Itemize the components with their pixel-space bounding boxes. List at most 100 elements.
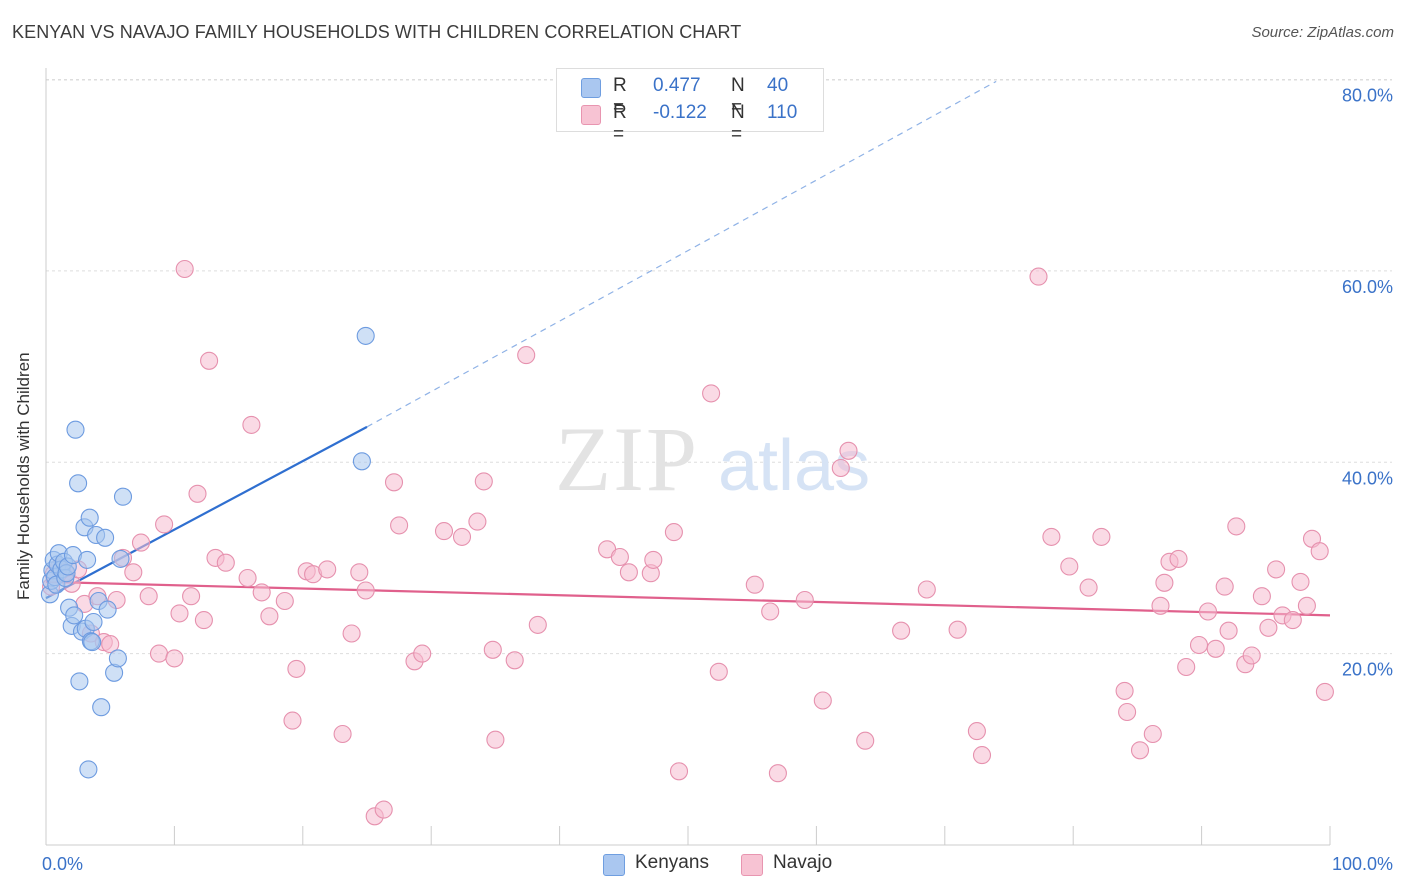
navajo-point-95 [1215,577,1234,596]
navajo-point-10 [101,635,120,654]
chart-title: KENYAN VS NAVAJO FAMILY HOUSEHOLDS WITH … [12,22,742,42]
navajo-point-106 [1297,596,1316,615]
y-axis-label-wrap: Family Households with Children [14,300,38,600]
navajo-point-54 [517,346,536,365]
navajo-point-19 [170,604,189,623]
navajo-point-58 [619,563,638,582]
navajo-point-61 [664,523,683,542]
navajo-point-30 [260,607,279,626]
navajo-point-66 [761,602,780,621]
kenyan-trend-line [45,425,368,600]
navajo-point-60 [644,550,663,569]
navajo-point-37 [333,724,352,744]
kenyan-point-25 [80,508,99,527]
navajo-r-value: -0.122 [653,102,707,123]
y-tick-label-60: 60.0% [1342,277,1393,297]
navajo-point-102 [1267,560,1286,579]
navajo-point-87 [1151,596,1170,615]
kenyans-swatch [581,78,601,98]
navajo-point-79 [1042,527,1061,546]
navajo-point-26 [216,553,235,572]
stats-legend: R = 0.477 N = 40 R = -0.122 N = 110 [556,68,824,145]
kenyan-point-28 [84,612,103,632]
navajo-point-74 [917,580,936,599]
navajo-point-33 [287,659,306,678]
kenyans-n-value: 40 [767,75,789,96]
navajo-point-100 [1252,587,1271,606]
navajo-point-51 [483,640,502,659]
navajo-point-53 [505,651,524,670]
navajo-point-108 [1310,542,1329,561]
axes [45,68,1331,846]
navajo-point-65 [745,575,764,594]
navajo-point-17 [155,515,174,534]
navajo-point-73 [892,621,911,640]
navajo-point-82 [1092,527,1111,546]
navajo-point-78 [1029,267,1048,286]
grid-lines [46,79,1392,655]
navajo-point-42 [374,800,393,819]
kenyan-point-37 [113,487,133,506]
kenyans-r-value: 0.477 [653,75,701,96]
navajo-point-49 [468,512,487,531]
kenyan-point-36 [111,549,130,568]
kenyan-point-16 [65,606,84,625]
navajo-point-50 [474,472,493,491]
kenyan-point-17 [66,420,85,439]
navajo-point-15 [139,587,158,606]
source-label: Source: ZipAtlas.com [1251,24,1394,41]
navajo-legend-swatch [741,854,763,876]
navajo-point-104 [1283,611,1302,630]
kenyans-legend-label: Kenyans [635,852,709,873]
navajo-legend-label: Navajo [773,852,833,873]
navajo-point-52 [486,730,505,749]
navajo-point-93 [1198,602,1218,621]
kenyan-point-19 [70,672,89,691]
navajo-swatch [581,105,601,125]
navajo-point-20 [175,259,194,279]
kenyans-r-label: R = [613,75,627,118]
navajo-point-55 [528,615,547,634]
navajo-point-92 [1189,635,1209,655]
watermark: ZIP atlas [555,408,870,510]
navajo-point-96 [1219,621,1238,640]
navajo-point-14 [131,533,151,552]
navajo-point-91 [1177,657,1196,677]
navajo-point-24 [200,351,219,370]
navajo-point-88 [1155,573,1174,592]
navajo-point-36 [318,560,337,579]
watermark-zip: ZIP [555,408,699,510]
navajo-point-97 [1227,517,1246,536]
kenyans-n-label: N = [731,75,745,118]
kenyan-point-32 [96,528,115,547]
kenyan-point-33 [98,600,117,619]
navajo-point-67 [768,764,787,783]
kenyan-point-31 [92,698,111,717]
y-tick-label-40: 40.0% [1342,468,1393,488]
x-tick-label-max: 100.0% [1332,854,1393,874]
navajo-point-76 [967,722,986,741]
navajo-point-80 [1060,557,1079,576]
navajo-n-value: 110 [767,102,798,123]
kenyans-legend-swatch [603,854,625,876]
kenyan-point-38 [352,452,371,471]
axis-labels: 20.0% 40.0% 60.0% 80.0% 0.0% 100.0% [42,86,1393,875]
kenyan-point-27 [83,633,102,652]
navajo-point-90 [1169,549,1188,568]
navajo-point-94 [1206,639,1225,658]
x-tick-label-min: 0.0% [42,854,83,874]
navajo-point-46 [413,644,432,663]
navajo-point-63 [702,384,721,403]
navajo-point-13 [124,563,143,582]
navajo-point-28 [242,415,261,434]
kenyan-trend-extension [366,80,997,428]
navajo-n-label: N = [731,102,745,145]
navajo-point-69 [813,691,832,710]
navajo-r-label: R = [613,102,627,145]
navajo-point-62 [669,762,689,781]
navajo-point-43 [384,473,404,492]
navajo-point-81 [1079,578,1098,597]
navajo-point-40 [356,581,375,600]
navajo-point-47 [434,522,454,541]
